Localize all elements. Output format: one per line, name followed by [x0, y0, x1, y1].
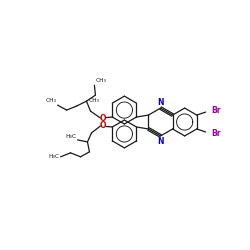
Text: Br: Br [212, 130, 221, 138]
Text: CH₃: CH₃ [46, 98, 57, 103]
Text: CH₃: CH₃ [96, 78, 106, 83]
Text: H₃C: H₃C [48, 154, 60, 159]
Text: Br: Br [212, 106, 221, 114]
Text: H₃C: H₃C [66, 134, 76, 139]
Text: N: N [157, 98, 164, 106]
Text: CH₃: CH₃ [88, 98, 100, 103]
Text: N: N [157, 138, 164, 146]
Text: O: O [100, 114, 106, 122]
Text: O: O [100, 122, 106, 130]
